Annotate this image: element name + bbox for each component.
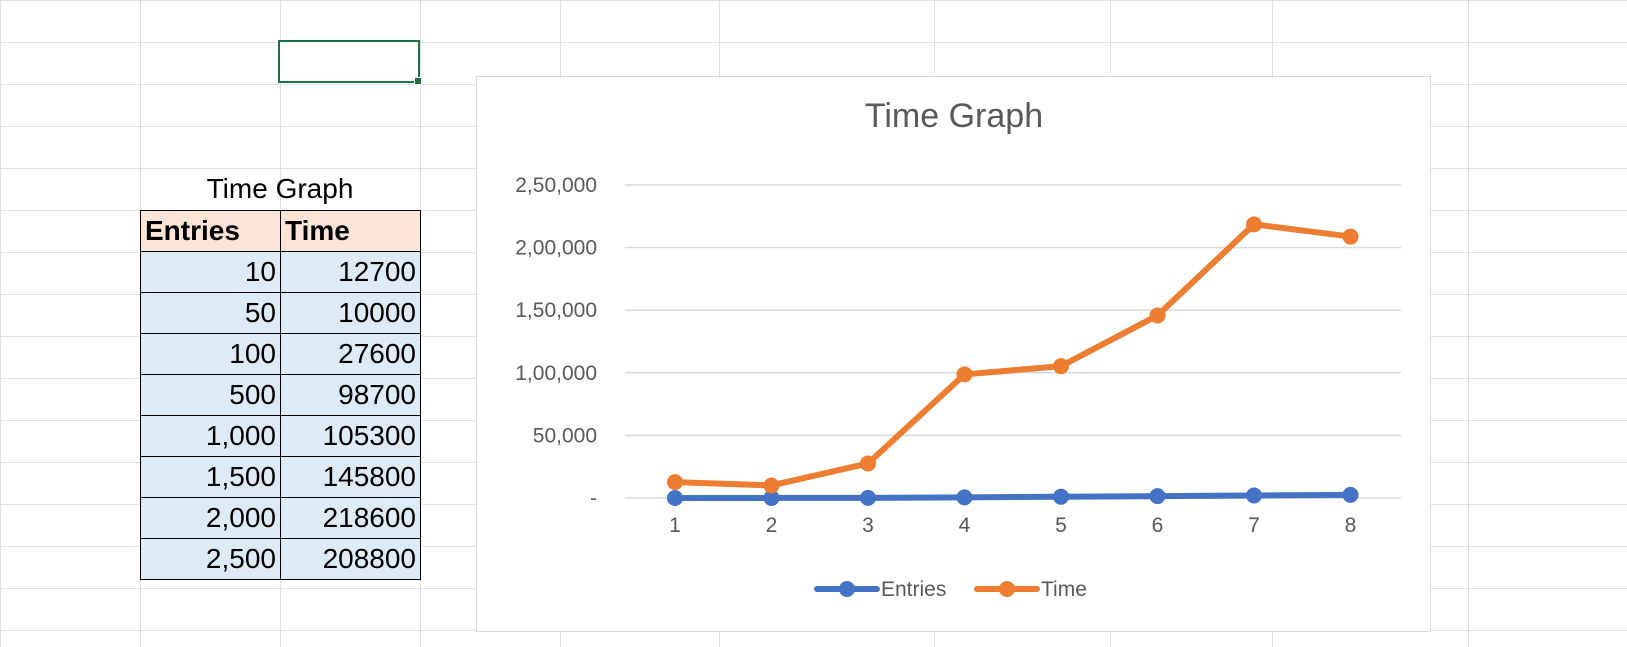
y-tick-label: 2,50,000 [515,174,597,197]
data-point-entries[interactable] [1149,488,1166,505]
cell-time[interactable]: 105300 [280,415,421,457]
x-tick-label: 7 [1248,514,1260,537]
table-row: 100 27600 [140,333,421,375]
y-tick-label: 50,000 [533,424,597,447]
table-row: 10 12700 [140,251,421,293]
cell-time[interactable]: 10000 [280,292,421,334]
chart-title[interactable]: Time Graph [865,97,1043,135]
y-tick-label: - [590,487,597,510]
legend-item-time[interactable]: Time [974,578,1087,601]
cell-time[interactable]: 145800 [280,456,421,498]
x-axis[interactable]: 1 2 3 4 5 6 7 8 [669,514,1356,537]
cell-time[interactable]: 218600 [280,497,421,539]
data-point-time[interactable] [956,366,973,383]
fill-handle[interactable] [414,77,422,85]
series-line-entries[interactable] [672,491,1354,501]
selected-cell[interactable] [278,40,422,85]
legend-label: Entries [881,578,946,601]
y-tick-label: 2,00,000 [515,237,597,260]
x-tick-label: 3 [862,514,874,537]
cell-entries[interactable]: 10 [140,251,281,293]
cell-entries[interactable]: 100 [140,333,281,375]
chart-area[interactable]: Time Graph - 50,000 1,00,000 1,50,000 2,00,0… [476,76,1431,632]
cell-time[interactable]: 27600 [280,333,421,375]
table-row: 2,500 208800 [140,538,421,580]
legend-marker [999,581,1015,597]
data-point-entries[interactable] [860,489,876,506]
data-point-entries[interactable] [1053,488,1069,505]
chart-legend[interactable]: Entries Time [814,578,1087,601]
header-time[interactable]: Time [280,210,421,252]
table-row: 1,500 145800 [140,456,421,498]
x-tick-label: 2 [766,514,778,537]
table-title: Time Graph [206,173,354,204]
line-chart: Time Graph - 50,000 1,00,000 1,50,000 2,00,0… [515,97,1401,601]
table-header-row: Entries Time [140,210,421,252]
x-tick-label: 8 [1345,514,1357,537]
data-point-time[interactable] [1053,358,1069,375]
data-table: Entries Time 10 12700 50 10000 100 27600… [140,210,421,580]
data-point-time[interactable] [667,474,683,491]
cell-entries[interactable]: 2,000 [140,497,281,539]
cell-time[interactable]: 98700 [280,374,421,416]
plot-area[interactable] [667,216,1359,506]
data-point-entries[interactable] [763,489,780,506]
cell-entries[interactable]: 1,000 [140,415,281,457]
x-tick-label: 5 [1055,514,1067,537]
legend-item-entries[interactable]: Entries [814,578,946,601]
legend-label: Time [1041,578,1087,601]
data-point-entries[interactable] [1342,486,1359,503]
table-row: 1,000 105300 [140,415,421,457]
y-tick-label: 1,50,000 [515,299,597,322]
data-point-time[interactable] [1246,216,1262,233]
y-axis[interactable]: - 50,000 1,00,000 1,50,000 2,00,000 2,50,000 [515,174,597,510]
data-point-entries[interactable] [1246,487,1262,504]
data-point-time[interactable] [1342,228,1359,245]
table-row: 50 10000 [140,292,421,334]
data-point-time[interactable] [763,477,780,494]
series-line-time[interactable] [672,221,1354,489]
legend-marker [839,581,855,597]
header-entries[interactable]: Entries [140,210,281,252]
data-point-entries[interactable] [956,489,973,506]
cell-entries[interactable]: 1,500 [140,456,281,498]
cell-time[interactable]: 12700 [280,251,421,293]
cell-time[interactable]: 208800 [280,538,421,580]
data-point-time[interactable] [860,455,876,472]
table-row: 2,000 218600 [140,497,421,539]
x-tick-label: 6 [1152,514,1164,537]
table-row: 500 98700 [140,374,421,416]
data-point-time[interactable] [1149,307,1166,324]
x-tick-label: 1 [669,514,681,537]
x-tick-label: 4 [959,514,971,537]
cell-entries[interactable]: 2,500 [140,538,281,580]
y-tick-label: 1,00,000 [515,362,597,385]
cell-entries[interactable]: 50 [140,292,281,334]
cell-entries[interactable]: 500 [140,374,281,416]
data-point-entries[interactable] [667,489,683,506]
chart-gridlines [625,184,1401,499]
